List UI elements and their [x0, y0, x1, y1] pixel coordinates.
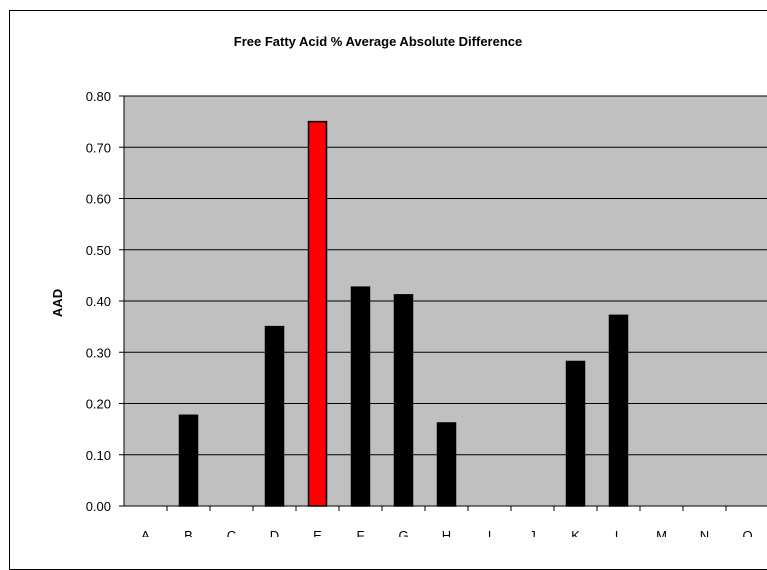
gridlines — [124, 95, 767, 456]
x-tick-label: F — [357, 528, 365, 537]
x-tick-label: L — [615, 528, 622, 537]
x-tick-label: N — [700, 528, 709, 537]
y-tick-label: 0.20 — [86, 397, 111, 412]
x-tick-label: B — [184, 528, 193, 537]
x-tick-label: J — [529, 528, 536, 537]
bar-b — [178, 414, 199, 507]
bar-d — [264, 325, 285, 507]
x-tick-label: G — [398, 528, 408, 537]
bar-k — [565, 360, 586, 507]
x-tick-label: M — [656, 528, 667, 537]
y-tick-labels: 0.00 0.10 0.20 0.30 0.40 0.50 0.60 0.70 0.80 — [86, 89, 111, 514]
x-tick-label: I — [488, 528, 492, 537]
x-tick-label: H — [442, 528, 451, 537]
y-tick-label: 0.80 — [86, 89, 111, 104]
x-tick-label: D — [270, 528, 279, 537]
y-axis-label: AAD — [50, 289, 65, 317]
y-tick-label: 0.40 — [86, 294, 111, 309]
x-tick-label: O — [742, 528, 752, 537]
axes — [119, 95, 767, 511]
y-tick-label: 0.50 — [86, 243, 111, 258]
bar-h — [436, 422, 457, 507]
x-tick-labels: A B C D E F G H I J K L M N O — [141, 528, 752, 537]
x-tick-label: K — [571, 528, 580, 537]
y-tick-label: 0.10 — [86, 448, 111, 463]
bar-chart: Free Fatty Acid % Average Absolute Diffe… — [50, 34, 767, 537]
bar-f — [350, 286, 371, 507]
y-tick-label: 0.00 — [86, 499, 111, 514]
x-tick-label: A — [141, 528, 150, 537]
y-tick-label: 0.60 — [86, 192, 111, 207]
bar-l — [608, 314, 629, 507]
chart-title: Free Fatty Acid % Average Absolute Diffe… — [234, 34, 523, 49]
x-tick-label: C — [227, 528, 236, 537]
x-tick-label: E — [313, 528, 322, 537]
bar-g — [393, 294, 414, 507]
y-tick-label: 0.30 — [86, 345, 111, 360]
bar-e — [307, 120, 328, 507]
y-tick-label: 0.70 — [86, 140, 111, 155]
